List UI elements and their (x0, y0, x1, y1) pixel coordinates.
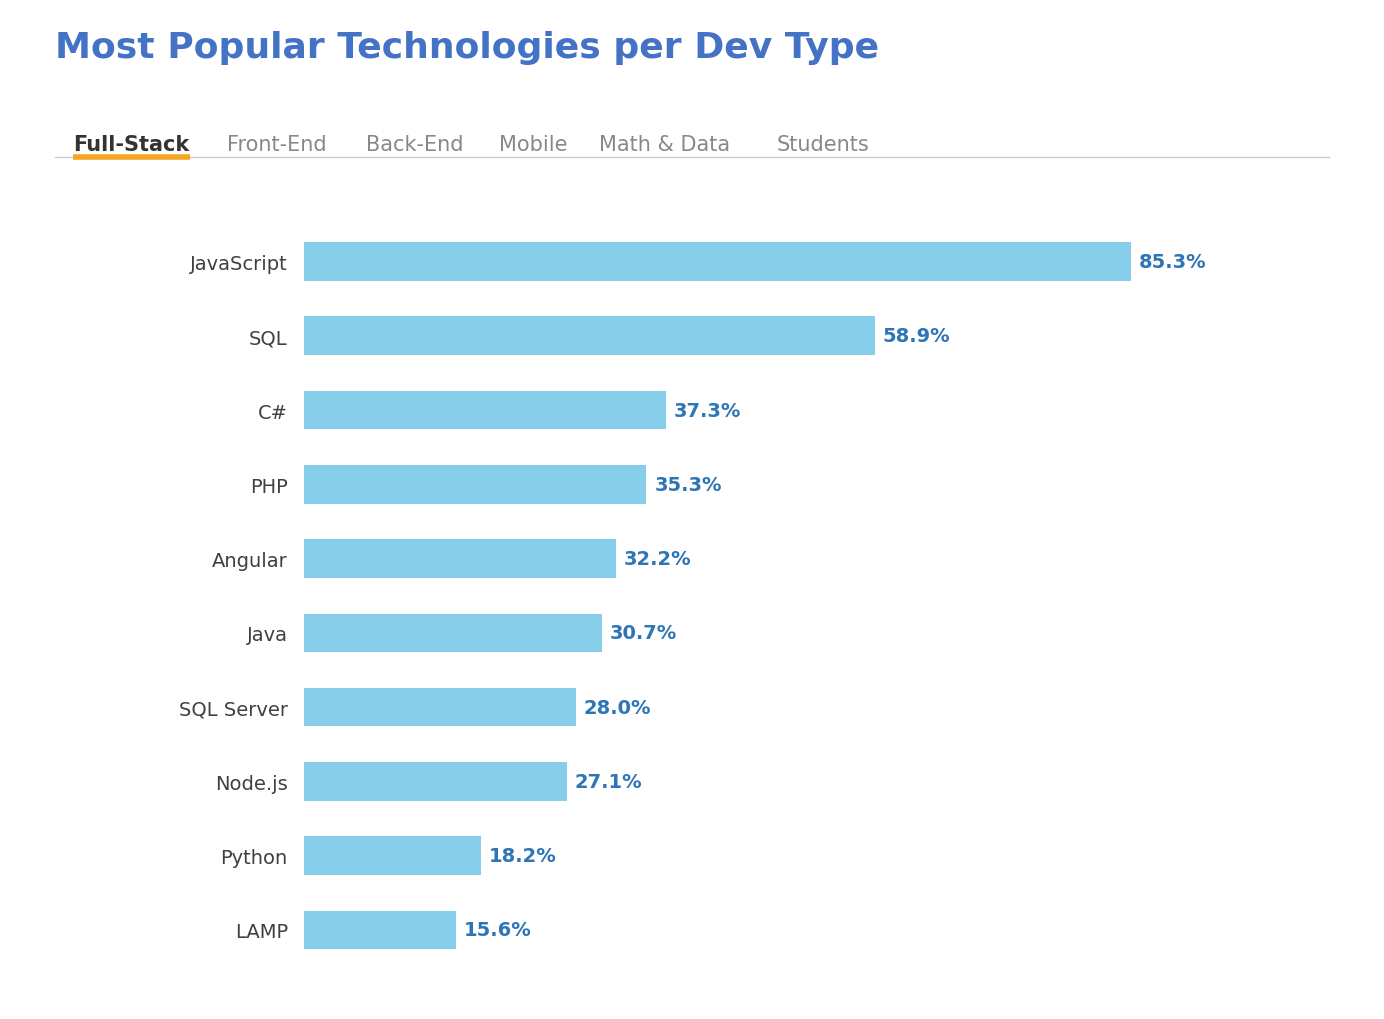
Text: 15.6%: 15.6% (464, 920, 531, 940)
Text: Full-Stack: Full-Stack (73, 135, 190, 155)
Bar (304, 911, 455, 950)
Text: 18.2%: 18.2% (489, 847, 556, 865)
Text: Mobile: Mobile (498, 135, 567, 155)
Bar (304, 837, 480, 875)
Text: 85.3%: 85.3% (1139, 253, 1207, 272)
Text: 27.1%: 27.1% (574, 772, 642, 791)
Bar (304, 613, 602, 652)
Bar (304, 540, 616, 579)
Bar (304, 317, 875, 356)
Text: 35.3%: 35.3% (655, 475, 721, 494)
Text: 32.2%: 32.2% (624, 549, 692, 569)
Text: Front-End: Front-End (227, 135, 327, 155)
Text: 30.7%: 30.7% (609, 624, 677, 643)
Text: Back-End: Back-End (367, 135, 464, 155)
Bar (304, 688, 576, 727)
Text: Math & Data: Math & Data (599, 135, 729, 155)
Bar (304, 391, 666, 430)
Bar (304, 466, 646, 504)
Text: 28.0%: 28.0% (584, 698, 650, 717)
Bar (304, 243, 1131, 281)
Text: 37.3%: 37.3% (674, 401, 740, 420)
Text: Students: Students (776, 135, 871, 155)
Text: 58.9%: 58.9% (883, 327, 951, 345)
Bar (304, 762, 567, 801)
Text: Most Popular Technologies per Dev Type: Most Popular Technologies per Dev Type (55, 31, 879, 64)
